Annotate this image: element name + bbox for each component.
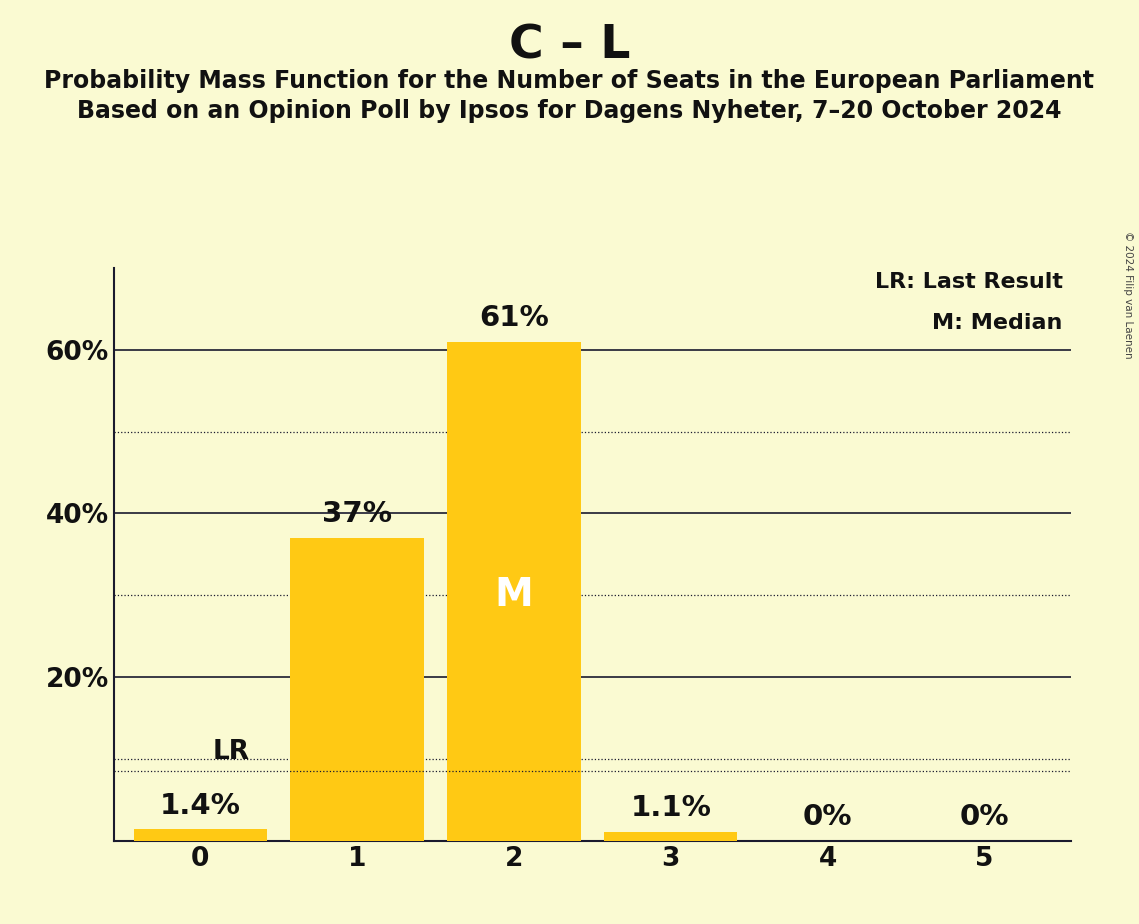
Text: LR: Last Result: LR: Last Result (875, 272, 1063, 292)
Text: M: Median: M: Median (933, 313, 1063, 333)
Text: Probability Mass Function for the Number of Seats in the European Parliament: Probability Mass Function for the Number… (44, 69, 1095, 93)
Bar (133, 830, 267, 841)
Text: 61%: 61% (480, 304, 549, 332)
Bar (290, 538, 424, 841)
Text: 1.1%: 1.1% (630, 794, 711, 822)
Text: M: M (494, 577, 533, 614)
Text: 1.4%: 1.4% (159, 792, 240, 820)
Text: LR: LR (213, 738, 249, 765)
Text: 37%: 37% (322, 500, 392, 529)
Bar (448, 342, 581, 841)
Text: 0%: 0% (803, 803, 852, 831)
Text: 0%: 0% (960, 803, 1009, 831)
Bar (604, 832, 737, 841)
Text: © 2024 Filip van Laenen: © 2024 Filip van Laenen (1123, 231, 1133, 359)
Text: C – L: C – L (509, 23, 630, 68)
Text: Based on an Opinion Poll by Ipsos for Dagens Nyheter, 7–20 October 2024: Based on an Opinion Poll by Ipsos for Da… (77, 99, 1062, 123)
